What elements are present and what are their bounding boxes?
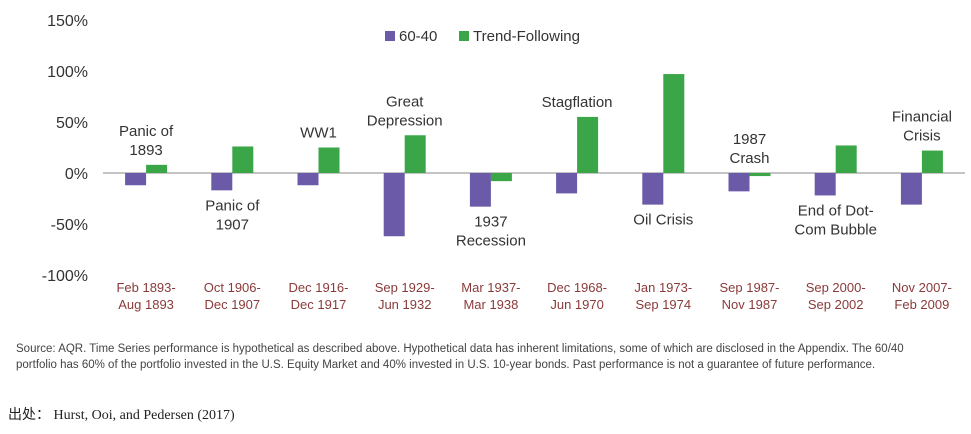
- bar-trend-following: [146, 164, 168, 173]
- y-tick-label: 0%: [65, 166, 88, 183]
- bar-trend-following: [404, 135, 426, 173]
- y-tick-label: -100%: [42, 268, 88, 285]
- event-label: 1937: [474, 214, 507, 231]
- x-tick-label: Dec 1917: [291, 297, 347, 312]
- x-tick-label: Sep 2000-: [806, 280, 866, 295]
- y-tick-label: 100%: [47, 64, 88, 81]
- bar-trend-following: [835, 145, 857, 173]
- x-tick-label: Sep 1987-: [720, 280, 780, 295]
- x-tick-label: Jun 1932: [378, 297, 432, 312]
- bar-trend-following: [318, 147, 340, 173]
- event-label: Depression: [367, 112, 443, 129]
- citation-line: 出处： Hurst, Ooi, and Pedersen (2017): [8, 408, 235, 423]
- event-label: Crisis: [903, 128, 941, 145]
- x-tick-label: Feb 1893-: [116, 280, 175, 295]
- event-label: 1907: [216, 216, 249, 233]
- x-tick-label: Mar 1938: [463, 297, 518, 312]
- crisis-performance-chart: -100% -50% 0% 50% 100% 150% 60-40 Trend-Followi…: [42, 13, 965, 312]
- legend-swatch: [459, 31, 469, 41]
- bar-60-40: [469, 173, 491, 207]
- x-tick-label: Sep 1974: [635, 297, 691, 312]
- legend-label: 60-40: [399, 28, 437, 45]
- source-footnote: Source: AQR. Time Series performance is …: [16, 343, 904, 371]
- bar-60-40: [297, 173, 319, 186]
- event-label: Oil Crisis: [633, 212, 693, 229]
- legend-swatch: [385, 31, 395, 41]
- event-label: 1893: [129, 142, 162, 159]
- bar-60-40: [642, 173, 664, 205]
- event-label: Great: [386, 93, 424, 110]
- event-label: Com Bubble: [794, 221, 877, 238]
- x-tick-label: Jan 1973-: [634, 280, 692, 295]
- x-tick-label: Sep 2002: [808, 297, 864, 312]
- y-tick-label: 150%: [47, 13, 88, 30]
- event-label: Stagflation: [542, 94, 613, 111]
- bar-trend-following: [490, 173, 512, 182]
- x-tick-label: Mar 1937-: [461, 280, 520, 295]
- y-tick-label: 50%: [56, 115, 88, 132]
- event-label: 1987: [733, 131, 766, 148]
- x-tick-label: Nov 1987: [722, 297, 778, 312]
- bar-trend-following: [232, 146, 254, 173]
- event-label: Panic of: [119, 123, 174, 140]
- bar-60-40: [556, 173, 578, 194]
- x-tick-label: Feb 2009: [894, 297, 949, 312]
- event-label: Crash: [729, 150, 769, 167]
- x-tick-label: Dec 1916-: [289, 280, 349, 295]
- y-tick-label: -50%: [51, 217, 88, 234]
- x-tick-label: Sep 1929-: [375, 280, 435, 295]
- bar-60-40: [728, 173, 750, 192]
- event-label: Panic of: [205, 197, 260, 214]
- legend-label: Trend-Following: [473, 28, 580, 45]
- bar-60-40: [814, 173, 836, 196]
- bar-60-40: [211, 173, 233, 191]
- bar-trend-following: [749, 173, 771, 177]
- x-tick-label: Aug 1893: [118, 297, 174, 312]
- event-label: Financial: [892, 109, 952, 126]
- event-label: End of Dot-: [798, 202, 874, 219]
- x-tick-label: Jun 1970: [550, 297, 604, 312]
- bar-trend-following: [921, 150, 943, 173]
- event-label: WW1: [300, 125, 337, 142]
- x-tick-label: Nov 2007-: [892, 280, 952, 295]
- bar-60-40: [383, 173, 405, 237]
- x-tick-label: Oct 1906-: [204, 280, 261, 295]
- bar-60-40: [125, 173, 147, 186]
- bar-trend-following: [663, 74, 685, 173]
- x-tick-label: Dec 1907: [204, 297, 260, 312]
- bar-60-40: [900, 173, 922, 205]
- event-label: Recession: [456, 233, 526, 250]
- x-tick-label: Dec 1968-: [547, 280, 607, 295]
- bar-trend-following: [577, 116, 599, 173]
